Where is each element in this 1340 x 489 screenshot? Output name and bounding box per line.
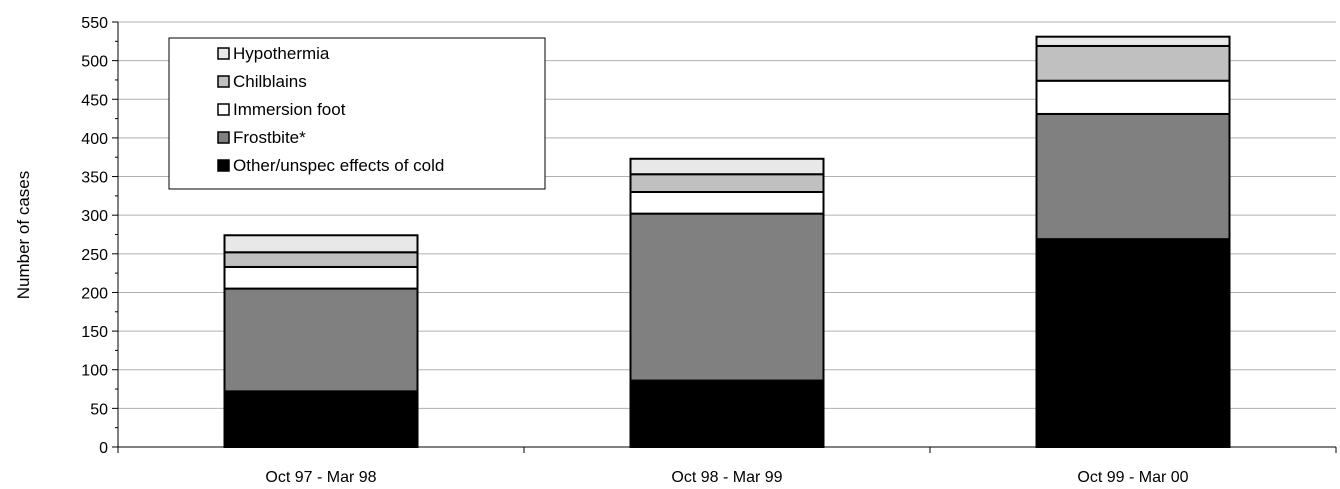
legend-label: Frostbite*	[233, 128, 306, 147]
legend-swatch	[217, 75, 230, 88]
bar-segment	[223, 390, 419, 449]
legend-label: Other/unspec effects of cold	[233, 156, 444, 175]
legend-label: Immersion foot	[233, 100, 346, 119]
bars	[223, 35, 1231, 449]
y-axis-label: Number of cases	[14, 171, 33, 300]
bar-segment	[1035, 44, 1231, 82]
legend-swatch	[217, 103, 230, 116]
bar-segment	[629, 212, 825, 382]
y-tick-label: 450	[81, 92, 108, 109]
y-ticks: 0 50 100 150 200 250 300 350 400 450 500 550	[81, 15, 118, 457]
y-tick-label: 550	[81, 15, 108, 32]
x-tick-labels: Oct 97 - Mar 98 Oct 98 - Mar 99 Oct 99 - M…	[265, 469, 1188, 486]
legend-label: Hypothermia	[233, 44, 330, 63]
bar-segment	[1035, 35, 1231, 47]
bar-segment	[223, 265, 419, 290]
y-tick-label: 350	[81, 170, 108, 187]
y-tick-label: 500	[81, 54, 108, 71]
x-tick-label: Oct 99 - Mar 00	[1077, 469, 1188, 486]
y-tick-label: 50	[90, 401, 108, 418]
legend: Hypothermia Chilblains Immersion foot Frost…	[168, 37, 546, 190]
legend-label: Chilblains	[233, 72, 307, 91]
legend-swatch	[217, 159, 230, 172]
bar-segment	[629, 379, 825, 448]
bar-segment	[223, 287, 419, 393]
y-tick-label: 250	[81, 247, 108, 264]
y-tick-label: 150	[81, 324, 108, 341]
bar-segment	[223, 234, 419, 254]
legend-box	[168, 37, 546, 190]
y-tick-label: 200	[81, 285, 108, 302]
bar-segment	[1035, 238, 1231, 448]
bar-segment	[629, 191, 825, 215]
y-tick-label: 100	[81, 363, 108, 380]
x-tick-label: Oct 97 - Mar 98	[265, 469, 376, 486]
legend-swatch	[217, 131, 230, 144]
y-tick-label: 400	[81, 131, 108, 148]
bar-segment	[1035, 79, 1231, 115]
bar-segment	[629, 157, 825, 176]
bar-segment	[1035, 112, 1231, 241]
y-tick-label: 0	[99, 440, 108, 457]
x-tick-label: Oct 98 - Mar 99	[671, 469, 782, 486]
bar-segment	[629, 173, 825, 194]
legend-swatch	[217, 47, 230, 60]
y-tick-label: 300	[81, 208, 108, 225]
bar-segment	[223, 251, 419, 268]
